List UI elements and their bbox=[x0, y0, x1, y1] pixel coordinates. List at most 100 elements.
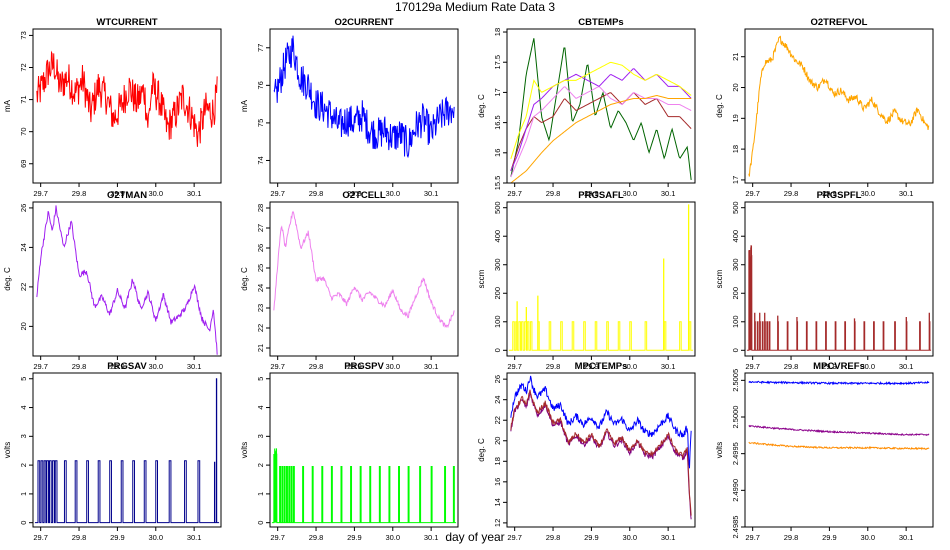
series-line-cbtemps-yellow bbox=[510, 61, 692, 159]
y-tick-label: 3 bbox=[256, 434, 265, 438]
y-tick-label: 14 bbox=[493, 498, 502, 506]
y-tick-label: 22 bbox=[493, 416, 502, 424]
plot-frame bbox=[32, 201, 222, 357]
chart-panel-o2trefvol: O2TREFVOL deg. C 17 18 19 20 21 29.7 29.8 29.9 30.… bbox=[715, 17, 934, 198]
x-tick-label: 30.0 bbox=[860, 189, 875, 198]
chart-panel-prgspfl: PRGSPFL sccm 0 100 200 300 400 500 29.7 29.8 29.9 3… bbox=[715, 190, 934, 371]
plot-frame bbox=[744, 28, 934, 184]
y-axis-label: deg. C bbox=[3, 267, 12, 291]
y-axis-label: sccm bbox=[477, 269, 486, 288]
figure-title: 170129a Medium Rate Data 3 bbox=[394, 0, 556, 14]
chart-title: O2TCELL bbox=[342, 190, 385, 201]
y-tick-label: 3 bbox=[19, 434, 28, 438]
y-tick-label: 24 bbox=[19, 243, 28, 251]
y-tick-label: 0 bbox=[493, 348, 502, 352]
y-tick-label: 2.4995 bbox=[731, 442, 740, 465]
chart-title: PRGSPFL bbox=[817, 190, 862, 201]
chart-panel-o2tman: O2TMAN deg. C 20 22 24 26 29.7 29.8 29.9 30.0 30.1 bbox=[3, 190, 222, 371]
x-tick-label: 29.8 bbox=[784, 533, 799, 542]
y-tick-label: 25 bbox=[256, 264, 265, 272]
x-tick-label: 30.1 bbox=[661, 362, 676, 371]
y-tick-label: 77 bbox=[256, 44, 265, 52]
series-line-prgsafl-prgsafl bbox=[508, 204, 694, 351]
y-tick-label: 22 bbox=[256, 324, 265, 332]
y-tick-label: 21 bbox=[256, 344, 265, 352]
x-tick-label: 29.8 bbox=[309, 533, 324, 542]
y-tick-label: 26 bbox=[493, 375, 502, 383]
x-tick-label: 29.9 bbox=[347, 189, 362, 198]
plot-frame bbox=[32, 28, 222, 184]
series-line-prgsav-prgsav bbox=[34, 378, 220, 524]
series-line-o2trefvol-o2trefvol bbox=[748, 35, 930, 177]
series-line-cbtemps-purple bbox=[510, 68, 692, 172]
x-tick-label: 29.7 bbox=[33, 362, 48, 371]
x-tick-label: 30.1 bbox=[424, 189, 439, 198]
x-tick-label: 29.9 bbox=[584, 362, 599, 371]
x-tick-label: 29.9 bbox=[822, 362, 837, 371]
x-tick-label: 29.8 bbox=[784, 362, 799, 371]
x-tick-label: 29.9 bbox=[110, 189, 125, 198]
x-tick-label: 29.7 bbox=[745, 362, 760, 371]
plot-frame bbox=[744, 201, 934, 357]
series-line-o2tman-o2tman bbox=[36, 205, 218, 355]
chart-title: PRGSAV bbox=[107, 361, 147, 372]
series-line-prgspv-prgspv bbox=[271, 448, 457, 524]
y-tick-label: 24 bbox=[493, 396, 502, 404]
x-tick-label: 30.1 bbox=[187, 189, 202, 198]
y-tick-label: 20 bbox=[493, 437, 502, 445]
chart-title: MPCTEMPs bbox=[575, 361, 628, 372]
y-tick-label: 1 bbox=[256, 492, 265, 496]
y-tick-label: 16 bbox=[493, 478, 502, 486]
plot-frame bbox=[506, 201, 696, 357]
y-tick-label: 16.5 bbox=[493, 115, 502, 130]
x-tick-label: 29.9 bbox=[347, 533, 362, 542]
plot-frame bbox=[269, 201, 459, 357]
x-tick-label: 30.0 bbox=[148, 533, 163, 542]
x-tick-label: 30.1 bbox=[424, 533, 439, 542]
y-tick-label: 73 bbox=[19, 31, 28, 39]
chart-title: PRGSPV bbox=[344, 361, 384, 372]
x-tick-label: 29.7 bbox=[33, 189, 48, 198]
x-tick-label: 29.8 bbox=[309, 189, 324, 198]
x-tick-label: 29.8 bbox=[784, 189, 799, 198]
plot-frame bbox=[32, 372, 222, 528]
x-tick-label: 29.8 bbox=[309, 362, 324, 371]
y-tick-label: 1 bbox=[19, 492, 28, 496]
y-tick-label: 200 bbox=[731, 287, 740, 300]
y-tick-label: 17 bbox=[493, 88, 502, 96]
y-tick-label: 0 bbox=[256, 521, 265, 525]
chart-title: WTCURRENT bbox=[96, 17, 157, 28]
series-line-mpctemps-blue bbox=[510, 375, 692, 469]
y-tick-label: 4 bbox=[19, 405, 28, 409]
x-tick-label: 29.7 bbox=[507, 533, 522, 542]
y-tick-label: 16 bbox=[493, 149, 502, 157]
y-tick-label: 17.5 bbox=[493, 55, 502, 70]
plot-frame bbox=[744, 372, 934, 528]
x-tick-label: 30.1 bbox=[899, 189, 914, 198]
y-tick-label: 5 bbox=[256, 377, 265, 381]
y-tick-label: 26 bbox=[256, 244, 265, 252]
series-line-cbtemps-darkgreen bbox=[510, 38, 692, 181]
series-line-mpcvrefs-blue bbox=[748, 380, 930, 386]
y-axis-label: volts bbox=[715, 442, 724, 458]
chart-title: O2TREFVOL bbox=[810, 17, 867, 28]
x-tick-label: 29.9 bbox=[110, 533, 125, 542]
x-tick-label: 29.8 bbox=[72, 362, 87, 371]
x-tick-label: 29.7 bbox=[507, 189, 522, 198]
x-tick-label: 29.7 bbox=[33, 533, 48, 542]
y-tick-label: 2.4990 bbox=[731, 479, 740, 502]
x-tick-label: 30.1 bbox=[899, 362, 914, 371]
y-tick-label: 500 bbox=[731, 201, 740, 214]
y-tick-label: 20 bbox=[731, 83, 740, 91]
y-tick-label: 18 bbox=[493, 28, 502, 36]
x-tick-label: 30.0 bbox=[385, 533, 400, 542]
y-tick-label: 5 bbox=[19, 377, 28, 381]
y-axis-label: sccm bbox=[715, 269, 724, 288]
x-tick-label: 30.1 bbox=[661, 189, 676, 198]
y-tick-label: 100 bbox=[731, 316, 740, 329]
x-tick-label: 30.0 bbox=[622, 533, 637, 542]
y-tick-label: 69 bbox=[19, 160, 28, 168]
series-line-cbtemps-violet bbox=[510, 85, 692, 178]
y-axis-label: volts bbox=[3, 442, 12, 458]
y-tick-label: 24 bbox=[256, 284, 265, 292]
